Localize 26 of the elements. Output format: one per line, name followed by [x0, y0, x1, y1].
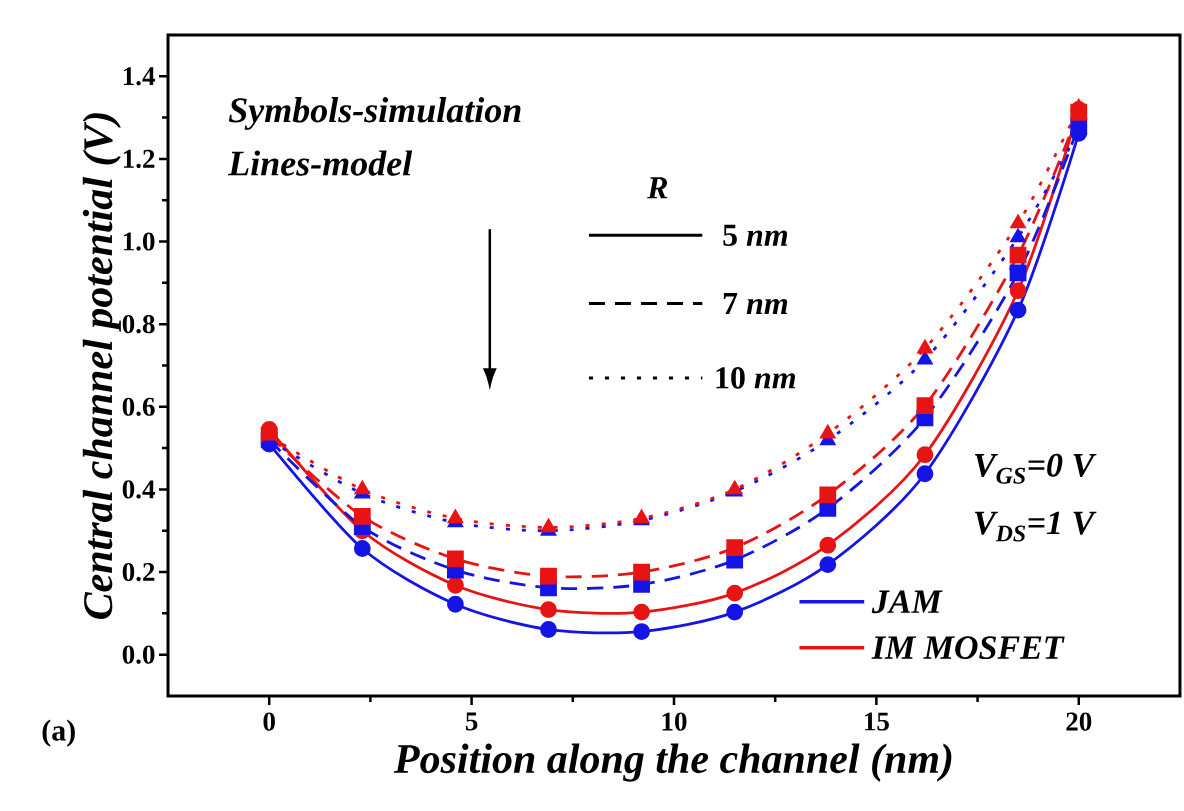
y-tick-label: 1.4 [123, 67, 155, 86]
y-tick-label: 0.6 [122, 397, 155, 416]
annotation: R [647, 177, 668, 199]
annotation: 5 nm [723, 224, 788, 246]
y-tick-label: 0.2 [122, 562, 155, 582]
legend-label: JAM [871, 590, 943, 614]
annotation: V$_{GS}$=0 V [975, 453, 1097, 484]
annotation: Symbols-simulation [228, 97, 521, 130]
y-tick-label: 0.4 [122, 480, 155, 499]
legend-label: IM MOSFET [871, 636, 1065, 660]
y-tick-label: 1.0 [123, 232, 155, 251]
x-tick-label: 20 [1066, 712, 1092, 731]
y-axis-title: Central channel potential (V) [82, 113, 121, 619]
annotation: 7 nm [723, 293, 788, 314]
x-tick-label: 5 [465, 712, 478, 731]
y-tick-label: 0.8 [122, 315, 155, 334]
x-tick-label: 0 [263, 712, 275, 731]
annotation: V$_{DS}$=1 V [975, 511, 1097, 542]
text: (a) [42, 719, 75, 747]
x-tick-label: 15 [865, 712, 889, 731]
y-tick-label: 1.2 [123, 149, 155, 169]
x-axis-title: Position along the channel (nm) [393, 743, 952, 782]
y-tick-label: 0.0 [122, 645, 155, 664]
annotation: Lines-model [227, 150, 413, 176]
annotation: 10 nm [716, 367, 796, 389]
x-tick-label: 10 [662, 712, 687, 731]
